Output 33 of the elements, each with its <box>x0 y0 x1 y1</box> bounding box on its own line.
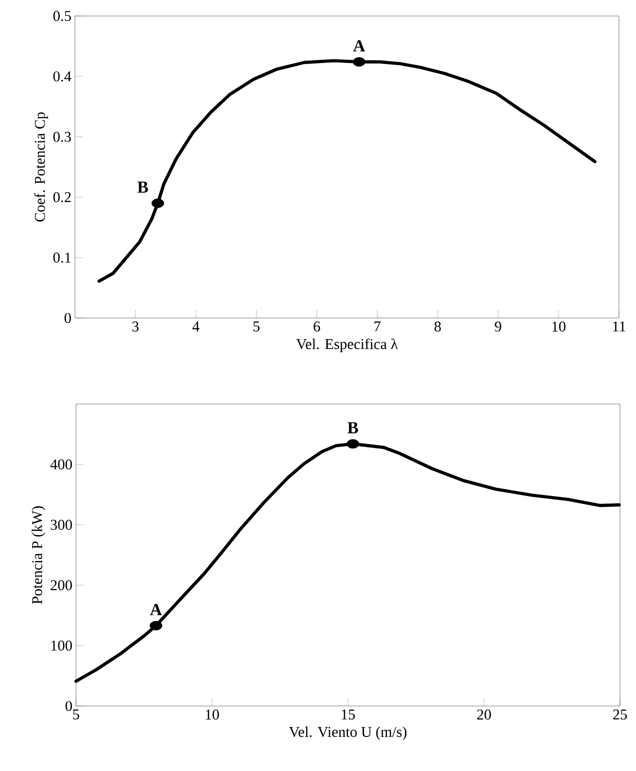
x-tick-label: 20 <box>477 710 491 720</box>
y-tick-label: 0 <box>66 700 72 712</box>
x-tick-label: 8 <box>434 322 441 332</box>
x-tick-label: 15 <box>342 710 355 720</box>
x-tick-label: 5 <box>73 710 80 720</box>
x-tick-label: 3 <box>132 322 139 332</box>
y-tick-label: 300 <box>50 520 72 530</box>
y-tick-label: 0.3 <box>53 132 71 142</box>
x-tick-label: 6 <box>314 322 320 332</box>
y-tick-label: 400 <box>50 459 72 470</box>
y-tick-label: 0.5 <box>53 10 71 22</box>
y-tick-label: 0 <box>64 312 71 324</box>
x-tick-label: 4 <box>192 322 200 332</box>
x-axis-title: Vel. Viento U (m/s) <box>289 726 406 740</box>
x-tick-label: 9 <box>494 322 502 332</box>
x-tick-label: 10 <box>206 710 219 720</box>
y-tick-label: 200 <box>50 580 72 590</box>
y-axis-title: Coef. Potencia Cp <box>34 112 48 222</box>
annotation: B <box>348 422 358 434</box>
x-tick-label: 10 <box>552 322 566 332</box>
x-axis-title: Vel. Especifica λ <box>296 338 398 352</box>
y-tick-label: 0.4 <box>53 71 72 82</box>
y-tick-label: 0.1 <box>53 252 71 263</box>
x-tick-label: 5 <box>253 322 260 332</box>
y-axis-title: Potencia P (kW) <box>32 506 46 604</box>
x-tick-label: 7 <box>374 322 381 332</box>
y-tick-label: 0.2 <box>53 192 71 202</box>
annotation: A <box>353 40 366 52</box>
y-tick-label: 100 <box>51 640 72 651</box>
annotation: A <box>150 604 162 616</box>
x-tick-label: 11 <box>613 322 626 332</box>
x-tick-label: 25 <box>613 710 627 720</box>
annotation: B <box>137 182 148 193</box>
